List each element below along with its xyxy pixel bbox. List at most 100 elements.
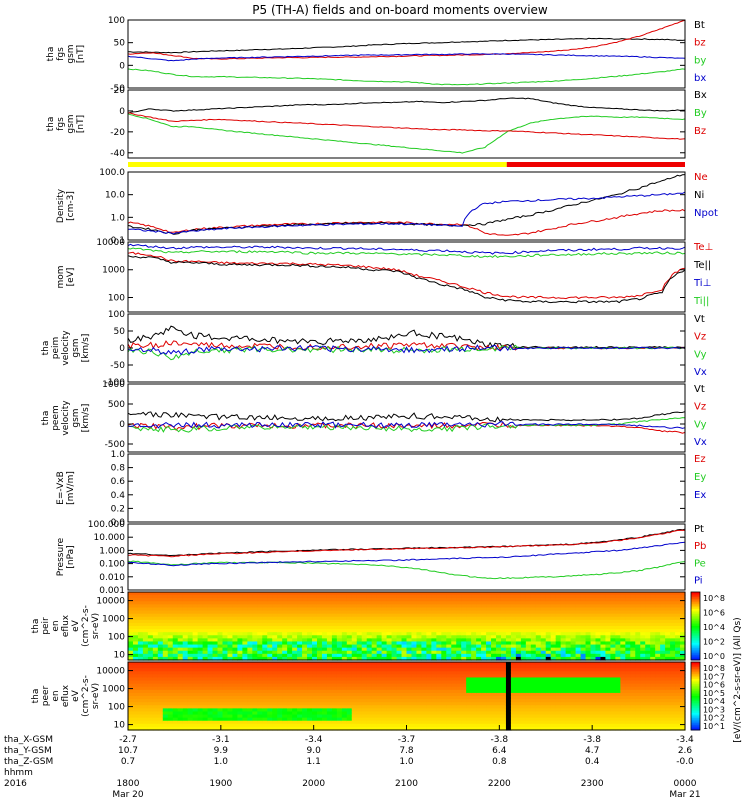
heatmap-cell: [525, 595, 532, 599]
heatmap-cell: [356, 702, 363, 706]
heatmap-cell: [212, 717, 219, 722]
heatmap-cell: [312, 595, 318, 599]
heatmap-cell: [247, 601, 253, 605]
heatmap-cell: [202, 668, 209, 672]
heatmap-cell: [316, 632, 323, 636]
heatmap-cell: [486, 656, 492, 661]
panel-background: [128, 454, 685, 522]
heatmap-cell: [247, 708, 253, 713]
panel-frame: [127, 453, 686, 523]
heatmap-cell: [396, 696, 403, 700]
heatmap-cell: [391, 619, 398, 624]
heatmap-cell: [192, 686, 199, 691]
heatmap-cell: [456, 671, 462, 675]
heatmap-cell: [496, 686, 502, 691]
heatmap-cell: [590, 641, 597, 646]
heatmap-cell: [316, 601, 323, 605]
heatmap-cell: [540, 641, 547, 646]
heatmap-cell: [595, 622, 602, 627]
heatmap-cell: [496, 604, 502, 609]
heatmap-cell: [262, 723, 268, 728]
heatmap-cell: [287, 717, 293, 722]
heatmap-cell: [426, 680, 432, 685]
heatmap-cell: [247, 626, 253, 630]
heatmap-cell: [535, 592, 542, 596]
heatmap-cell: [535, 619, 542, 624]
heatmap-cell: [202, 689, 209, 694]
heatmap-cell: [287, 629, 293, 633]
heatmap-cell: [172, 686, 179, 691]
heatmap-cell: [520, 668, 527, 672]
heatmap-cell: [461, 680, 467, 685]
heatmap-cell: [361, 720, 368, 725]
heatmap-cell: [545, 680, 552, 685]
heatmap-cell: [262, 662, 268, 666]
heatmap-cell: [132, 686, 139, 691]
heatmap-cell: [411, 714, 418, 719]
heatmap-cell: [341, 711, 348, 716]
heatmap-cell: [167, 674, 174, 679]
heatmap-cell: [461, 699, 467, 703]
heatmap-cell: [520, 592, 527, 596]
heatmap-cell: [376, 692, 383, 697]
heatmap-cell: [331, 601, 338, 605]
heatmap-cell: [247, 720, 253, 725]
heatmap-cell: [595, 635, 602, 639]
heatmap-cell: [525, 632, 532, 636]
heatmap-cell: [660, 598, 666, 602]
heatmap-cell: [486, 601, 492, 605]
heatmap-cell: [515, 662, 522, 666]
heatmap-cell: [351, 626, 358, 630]
heatmap-cell: [510, 616, 517, 621]
heatmap-cell: [426, 626, 432, 630]
heatmap-cell: [431, 653, 437, 658]
heatmap-cell: [436, 702, 442, 706]
heatmap-cell: [481, 717, 487, 722]
heatmap-cell: [376, 674, 383, 679]
heatmap-cell: [580, 647, 587, 652]
heatmap-cell: [162, 711, 169, 716]
heatmap-cell: [321, 644, 328, 649]
heatmap-cell: [128, 702, 134, 706]
heatmap-cell: [560, 720, 567, 725]
heatmap-cell: [600, 619, 607, 624]
heatmap-cell: [381, 711, 388, 716]
heatmap-cell: [486, 610, 492, 615]
heatmap-cell: [446, 689, 452, 694]
heatmap-cell: [222, 626, 229, 630]
heatmap-cell: [222, 635, 229, 639]
heatmap-cell: [620, 616, 626, 621]
heatmap-cell: [376, 705, 383, 709]
heatmap-cell: [346, 717, 353, 722]
heatmap-cell: [187, 668, 194, 672]
heatmap-cell: [326, 702, 333, 706]
heatmap-cell: [590, 647, 597, 652]
heatmap-cell: [371, 656, 378, 661]
heatmap-cell: [441, 644, 447, 649]
heatmap-cell: [560, 726, 567, 731]
heatmap-cell: [620, 647, 626, 652]
heatmap-cell: [272, 616, 278, 621]
heatmap-cell: [665, 604, 671, 609]
heatmap-cell: [446, 677, 452, 682]
heatmap-cell: [421, 592, 427, 596]
heatmap-cell: [307, 683, 313, 688]
heatmap-cell: [207, 626, 214, 630]
heatmap-cell: [157, 607, 164, 612]
heatmap-cell: [620, 629, 626, 633]
heatmap-cell: [177, 720, 184, 725]
heatmap-cell: [316, 595, 323, 599]
heatmap-cell: [575, 595, 582, 599]
heatmap-cell: [222, 632, 229, 636]
heatmap-cell: [128, 662, 134, 666]
heatmap-cell: [207, 635, 214, 639]
heatmap-cell: [147, 635, 154, 639]
heatmap-cell: [391, 592, 398, 596]
heatmap-cell: [292, 699, 298, 703]
heatmap-cell: [312, 692, 318, 697]
heatmap-cell: [426, 598, 432, 602]
heatmap-cell: [182, 619, 189, 624]
heatmap-cell: [431, 699, 437, 703]
heatmap-cell: [346, 665, 353, 669]
heatmap-cell: [247, 714, 253, 719]
